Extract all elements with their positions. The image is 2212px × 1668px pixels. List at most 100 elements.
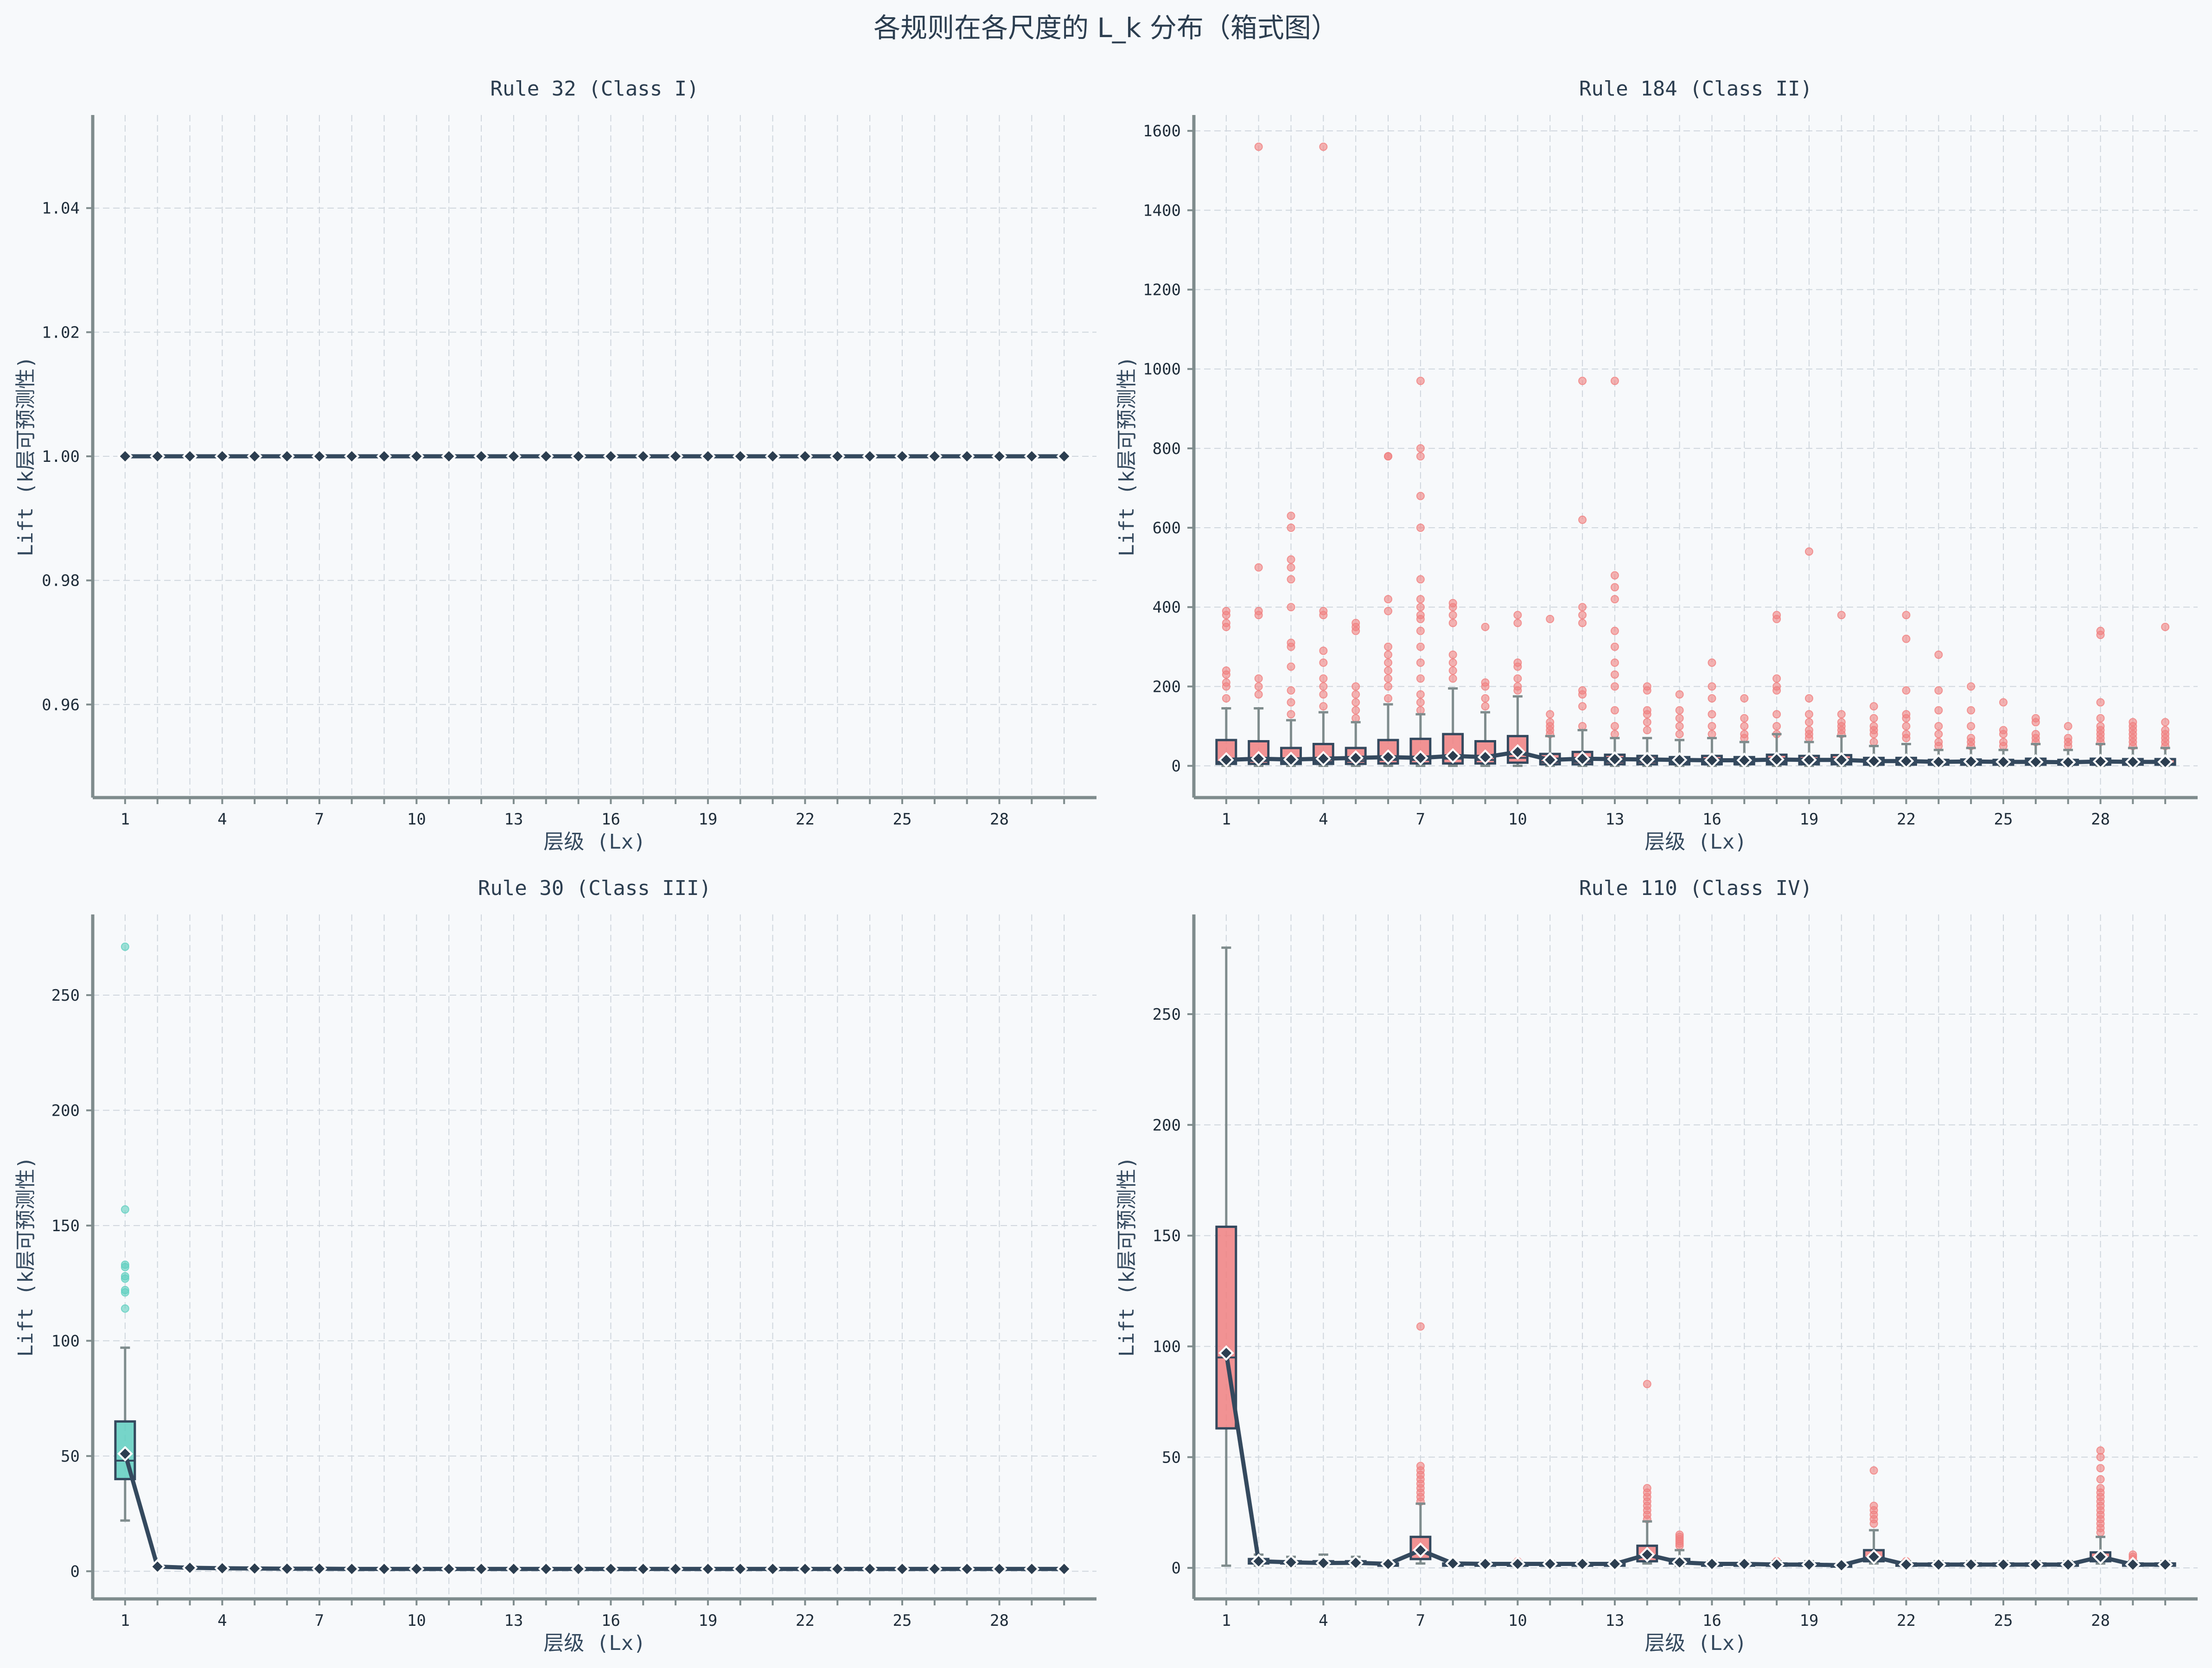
outlier-point <box>1546 718 1555 727</box>
outlier-point <box>1416 626 1425 635</box>
mean-marker <box>1639 1547 1655 1563</box>
outlier-point <box>1319 682 1328 691</box>
outlier-point <box>1675 722 1684 730</box>
outlier-point <box>1708 682 1716 691</box>
outlier-point <box>1610 642 1619 651</box>
figure-title: 各规则在各尺度的 L_k 分布（箱式图） <box>873 12 1338 44</box>
y-axis-label: Lift (k层可预测性) <box>1115 1157 1139 1357</box>
mean-marker <box>1250 751 1267 767</box>
y-tick-label: 800 <box>1153 440 1181 458</box>
outlier-point <box>1416 603 1425 612</box>
outlier-point <box>1740 730 1749 739</box>
mean-marker <box>1769 752 1785 767</box>
mean-marker <box>603 1561 619 1577</box>
outlier-point <box>1351 698 1360 707</box>
outlier-point <box>1513 682 1522 691</box>
outlier-point <box>1772 611 1781 620</box>
mean-marker <box>1056 1561 1072 1577</box>
outlier-point <box>1610 722 1619 730</box>
mean-marker <box>2157 754 2173 770</box>
mean-marker <box>214 448 230 464</box>
outlier-point <box>1287 575 1295 584</box>
mean-marker <box>1218 752 1234 768</box>
mean-marker <box>603 448 619 464</box>
outlier-point <box>1934 686 1943 695</box>
outlier-point <box>1416 674 1425 683</box>
outlier-point <box>1610 583 1619 592</box>
outlier-point <box>1384 607 1393 615</box>
outlier-point <box>2096 1484 2105 1493</box>
y-tick-label: 250 <box>1153 1005 1181 1024</box>
y-tick-label: 200 <box>1153 1116 1181 1135</box>
outlier-point <box>1481 702 1490 711</box>
outlier-point <box>1708 722 1716 730</box>
outlier-point <box>1934 738 1943 747</box>
mean-marker <box>1348 1555 1364 1571</box>
outlier-point <box>1675 690 1684 699</box>
mean-marker <box>1510 744 1526 760</box>
outlier-point <box>2064 734 2072 742</box>
y-tick-label: 400 <box>1153 598 1181 617</box>
outlier-point <box>1416 1322 1425 1331</box>
mean-marker <box>1315 1555 1332 1571</box>
y-tick-label: 200 <box>51 1101 80 1120</box>
mean-marker <box>1963 754 1979 769</box>
y-tick-label: 1200 <box>1143 281 1181 300</box>
mean-marker <box>408 1561 425 1577</box>
mean-marker <box>376 1561 392 1577</box>
mean-marker <box>2027 754 2044 770</box>
outlier-point <box>1740 694 1749 703</box>
x-tick-label: 13 <box>504 1611 523 1630</box>
mean-marker <box>797 448 813 464</box>
outlier-point <box>121 1205 129 1214</box>
mean-marker <box>312 1561 327 1577</box>
x-tick-label: 28 <box>990 1611 1009 1630</box>
outlier-point <box>1967 722 1976 730</box>
outlier-point <box>1934 722 1943 730</box>
mean-marker <box>117 448 133 464</box>
mean-marker <box>1995 1557 2011 1572</box>
mean-marker <box>473 448 489 464</box>
y-tick-label: 600 <box>1153 519 1181 537</box>
x-axis-label: 层级 (Lx) <box>543 1631 645 1655</box>
outlier-point <box>1999 726 2008 735</box>
mean-marker <box>926 1561 943 1577</box>
mean-marker <box>1671 1554 1688 1571</box>
y-tick-label: 1.04 <box>42 199 80 218</box>
outlier-point <box>1448 599 1457 607</box>
outlier-point <box>1254 563 1263 572</box>
mean-marker <box>732 448 748 464</box>
outlier-point <box>1967 682 1976 691</box>
outlier-point <box>1513 674 1522 683</box>
outlier-point <box>1902 686 1911 695</box>
mean-marker <box>635 1561 651 1577</box>
outlier-point <box>1643 718 1651 727</box>
outlier-point <box>1254 682 1263 691</box>
x-tick-label: 7 <box>315 1611 324 1630</box>
mean-marker <box>214 1560 230 1576</box>
mean-marker <box>2125 754 2141 770</box>
x-tick-label: 4 <box>1319 1611 1328 1630</box>
outlier-point <box>1999 738 2008 747</box>
y-axis-label: Lift (k层可预测性) <box>14 1157 38 1357</box>
y-tick-label: 0 <box>1172 1559 1181 1578</box>
mean-marker <box>1024 1561 1040 1577</box>
y-axis-label: Lift (k层可预测性) <box>14 356 38 556</box>
outlier-point <box>2031 730 2040 739</box>
outlier-point <box>2161 623 2170 631</box>
mean-marker <box>959 1561 975 1577</box>
outlier-point <box>1416 698 1425 707</box>
outlier-point <box>1934 730 1943 739</box>
outlier-point <box>1287 710 1295 719</box>
outlier-point <box>1869 714 1878 722</box>
outlier-point <box>1675 706 1684 715</box>
x-tick-label: 22 <box>1897 1611 1916 1630</box>
outlier-point <box>1967 706 1976 715</box>
y-tick-label: 0 <box>70 1562 80 1581</box>
outlier-point <box>1481 678 1490 687</box>
outlier-point <box>1416 377 1425 385</box>
outlier-point <box>1481 623 1490 631</box>
mean-marker <box>635 448 651 464</box>
x-tick-label: 10 <box>407 1611 426 1630</box>
